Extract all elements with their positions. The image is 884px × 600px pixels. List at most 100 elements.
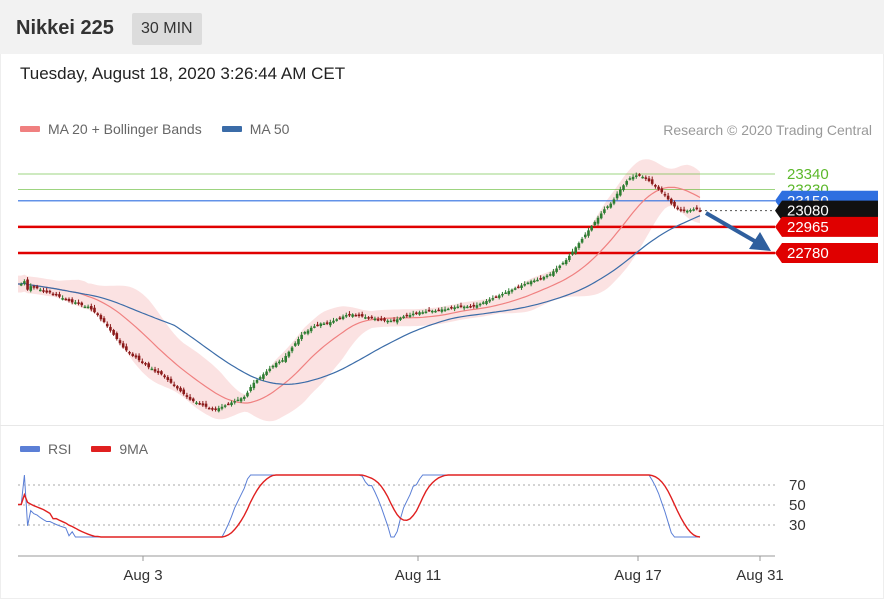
level-tag-23080: 23080: [775, 200, 878, 221]
candle-body: [271, 365, 275, 368]
candle-body: [370, 316, 374, 319]
candle-body: [542, 276, 546, 280]
candle-body: [434, 310, 437, 313]
candle-body: [552, 271, 555, 276]
candle-body: [532, 280, 536, 283]
candle-body: [297, 339, 300, 345]
candle-body: [67, 298, 71, 301]
level-tag-22780: 22780: [775, 243, 878, 263]
candle-body: [392, 319, 396, 322]
candle-body: [386, 320, 389, 323]
candle-body: [169, 378, 173, 383]
candle-body: [389, 320, 393, 323]
candle-body: [364, 317, 367, 319]
candle-body: [176, 386, 179, 389]
candle-body: [373, 318, 377, 321]
candle-body: [657, 186, 660, 190]
rsi-level-label-30: 30: [789, 517, 806, 534]
candle-body: [446, 308, 450, 311]
candle-body: [284, 355, 288, 362]
rsi-level-label-70: 70: [789, 477, 806, 494]
candle-body: [236, 399, 240, 402]
candle-body: [223, 405, 227, 407]
candle-body: [99, 315, 103, 320]
candle-body: [335, 319, 338, 321]
support-tag-box: [775, 243, 878, 263]
candle-body: [86, 306, 90, 309]
candle-body: [32, 286, 36, 288]
candle-body: [574, 247, 578, 254]
candle-body: [599, 213, 603, 219]
candle-body: [580, 238, 584, 243]
candle-body: [587, 230, 590, 236]
candle-body: [137, 355, 141, 361]
candle-body: [650, 179, 654, 184]
rsi-legend: RSI 9MA: [20, 441, 148, 457]
candle-body: [654, 185, 657, 187]
candle-body: [399, 317, 402, 320]
candle-body: [249, 387, 252, 391]
candle-body: [303, 332, 307, 334]
candle-body: [638, 174, 641, 176]
candle-body: [290, 347, 294, 352]
interval-button[interactable]: 30 MIN: [132, 13, 202, 45]
candle-body: [641, 176, 644, 179]
price-legend: MA 20 + Bollinger Bands MA 50: [20, 121, 289, 137]
candle-body: [676, 207, 679, 210]
candle-body: [131, 353, 135, 356]
rsi-legend-label: RSI: [48, 441, 72, 457]
candle-body: [316, 324, 319, 327]
candle-body: [287, 351, 291, 357]
candle-body: [583, 234, 587, 238]
candle-body: [348, 313, 351, 316]
candle-body: [293, 343, 297, 346]
candle-body: [685, 210, 689, 213]
chart-credit: Research © 2020 Trading Central: [663, 122, 872, 138]
candle-body: [300, 334, 303, 340]
candle-body: [450, 307, 453, 309]
candle-body: [217, 408, 221, 412]
candle-body: [172, 384, 176, 386]
candle-body: [64, 298, 68, 301]
candle-body: [568, 255, 571, 261]
pane-divider: [0, 425, 884, 426]
rsi-ma9-line: [18, 474, 701, 538]
candle-body: [58, 294, 61, 297]
candle-body: [198, 403, 201, 405]
candle-body: [112, 330, 115, 335]
candle-body: [380, 318, 383, 321]
candle-body: [109, 326, 112, 331]
candle-body: [673, 201, 676, 207]
candle-body: [466, 306, 469, 309]
candle-body: [147, 363, 150, 368]
candle-body: [48, 290, 52, 293]
candle-body: [462, 306, 466, 309]
resistance-label-23340: 23340: [787, 166, 829, 183]
candle-body: [456, 306, 460, 309]
forecast-arrow-head: [749, 232, 771, 251]
candle-body: [182, 389, 186, 395]
candle-body: [513, 288, 517, 290]
candle-body: [670, 198, 673, 204]
candle-body: [332, 320, 335, 323]
candle-body: [459, 305, 463, 307]
candle-body: [497, 295, 501, 298]
candle-body: [220, 406, 224, 409]
candle-body: [185, 395, 189, 397]
candle-body: [150, 368, 154, 371]
candle-body: [80, 302, 84, 306]
candle-body: [571, 251, 574, 255]
candle-body: [593, 221, 597, 226]
candle-body: [252, 382, 256, 389]
candle-body: [561, 262, 565, 265]
candle-body: [39, 289, 42, 292]
candle-body: [313, 326, 316, 328]
ma50-legend-label: MA 50: [249, 121, 290, 137]
candle-body: [45, 290, 48, 293]
candle-body: [19, 284, 23, 286]
candle-body: [163, 375, 166, 378]
ma9-legend-swatch: [91, 446, 112, 452]
candle-body: [631, 176, 635, 180]
chart-datetime: Tuesday, August 18, 2020 3:26:44 AM CET: [20, 64, 346, 83]
candle-body: [322, 323, 326, 326]
